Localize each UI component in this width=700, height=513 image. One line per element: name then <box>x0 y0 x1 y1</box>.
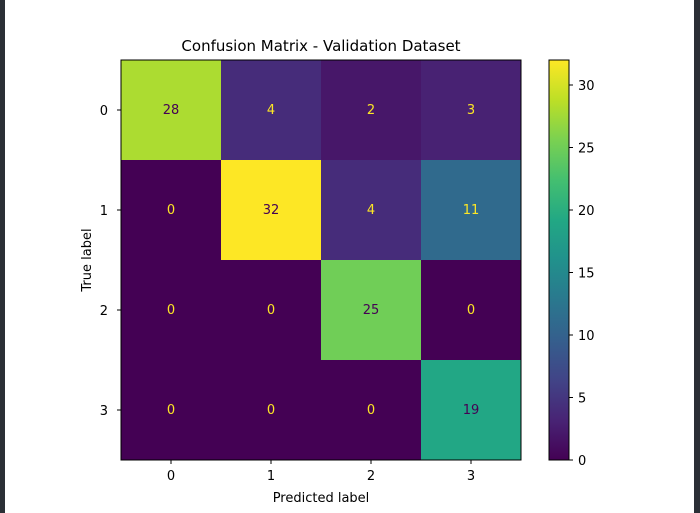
x-axis-ticks: 0 1 2 3 <box>167 460 475 484</box>
colorbar-ticks: 0 5 10 15 20 25 30 <box>569 79 595 469</box>
y-tick-label: 3 <box>100 404 108 419</box>
x-tick-label: 2 <box>367 469 375 484</box>
cell-value-label: 19 <box>463 403 480 418</box>
cell-value-label: 0 <box>367 403 375 418</box>
cell-value-label: 4 <box>367 203 375 218</box>
cell-value-label: 0 <box>167 203 175 218</box>
plot-border <box>120 59 522 461</box>
window-edge-left <box>0 0 5 513</box>
heatmap-cell <box>421 160 521 260</box>
heatmap-cell <box>121 160 221 260</box>
cell-value-label: 32 <box>263 203 280 218</box>
colorbar-tick-label: 20 <box>578 204 595 219</box>
heatmap-cell <box>221 360 321 460</box>
y-tick-label: 1 <box>100 204 108 219</box>
colorbar-tick-label: 30 <box>578 79 595 94</box>
cell-value-label: 0 <box>267 403 275 418</box>
cell-value-label: 0 <box>167 403 175 418</box>
colorbar-tick-label: 15 <box>578 267 595 282</box>
cell-value-label: 0 <box>167 303 175 318</box>
heatmap-cell <box>221 60 321 160</box>
heatmap-cell <box>121 260 221 360</box>
colorbar-tick-label: 10 <box>578 329 595 344</box>
cell-value-label: 3 <box>467 103 475 118</box>
colorbar <box>548 59 570 461</box>
cell-value-label: 25 <box>363 303 380 318</box>
heatmap-cell <box>221 260 321 360</box>
cell-value-label: 11 <box>463 203 480 218</box>
heatmap-cell <box>121 360 221 460</box>
colorbar-tick-label: 0 <box>578 454 586 469</box>
colorbar-tick-label: 25 <box>578 142 595 157</box>
x-tick-label: 3 <box>467 469 475 484</box>
heatmap-cell <box>421 60 521 160</box>
colorbar-tick-label: 5 <box>578 392 586 407</box>
y-tick-label: 0 <box>100 104 108 119</box>
cell-value-label: 2 <box>367 103 375 118</box>
cell-value-label: 0 <box>267 303 275 318</box>
cell-value-label: 28 <box>163 103 180 118</box>
window-edge-right <box>694 0 700 513</box>
heatmap-cell <box>321 260 421 360</box>
chart-title: Confusion Matrix - Validation Dataset <box>181 37 460 55</box>
x-tick-label: 0 <box>167 469 175 484</box>
x-tick-label: 1 <box>267 469 275 484</box>
heatmap-cell <box>421 260 521 360</box>
heatmap-cell <box>321 360 421 460</box>
heatmap-cells: 28 4 2 3 0 32 4 11 0 0 25 0 0 0 0 19 <box>121 60 521 460</box>
heatmap-cell <box>321 60 421 160</box>
cell-value-label: 4 <box>267 103 275 118</box>
cell-value-label: 0 <box>467 303 475 318</box>
heatmap-cell <box>121 60 221 160</box>
heatmap-cell <box>221 160 321 260</box>
heatmap-cell <box>421 360 521 460</box>
x-axis-label: Predicted label <box>273 491 370 506</box>
y-tick-label: 2 <box>100 304 108 319</box>
heatmap-cell <box>321 160 421 260</box>
y-axis-label: True label <box>80 228 95 292</box>
y-axis-ticks: 0 1 2 3 <box>100 104 121 419</box>
